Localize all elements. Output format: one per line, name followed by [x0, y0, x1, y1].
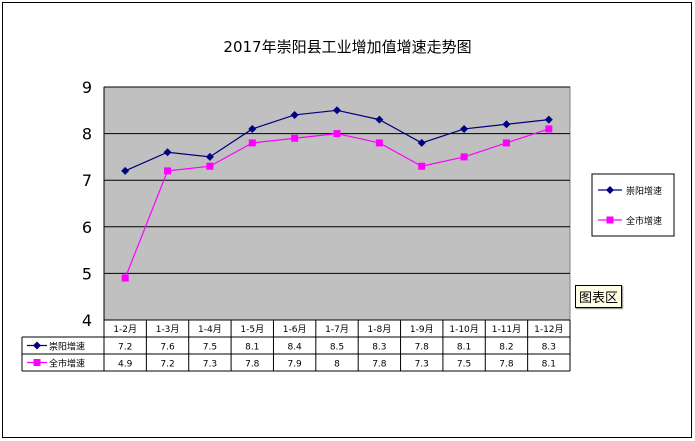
data-point-0: [502, 120, 511, 129]
data-label: 7.2: [118, 343, 132, 353]
data-label: 8.3: [542, 343, 556, 353]
data-point-0: [375, 115, 384, 124]
legend-marker-1: [606, 216, 614, 224]
x-tick-label: 1-9月: [410, 324, 434, 335]
table-series-name: 全市增速: [49, 358, 85, 370]
data-point-0: [121, 166, 130, 175]
data-point-0: [163, 148, 172, 157]
legend-marker-0: [606, 186, 614, 194]
data-point-1: [164, 167, 172, 175]
data-point-1: [545, 125, 553, 133]
x-tick-label: 1-10月: [449, 324, 478, 335]
data-label: 7.8: [245, 360, 260, 370]
data-label: 7.5: [457, 360, 471, 370]
data-point-0: [417, 138, 426, 147]
y-tick-label: 4: [82, 311, 92, 330]
table-legend-marker-0: [33, 341, 41, 350]
data-point-1: [502, 139, 510, 147]
x-tick-label: 1-8月: [368, 324, 392, 335]
data-label: 8.1: [457, 343, 471, 353]
data-point-1: [121, 274, 129, 282]
x-tick-label: 1-3月: [156, 324, 180, 335]
legend-entry: 全市增速: [626, 215, 662, 227]
data-point-1: [460, 153, 468, 161]
plot-area: [103, 86, 571, 321]
y-tick-label: 5: [82, 264, 92, 283]
legend: [591, 173, 675, 237]
chart-area-tooltip: 图表区: [575, 285, 623, 308]
data-label: 4.9: [118, 360, 133, 370]
data-label: 8: [334, 360, 340, 370]
x-tick-label: 1-4月: [198, 324, 222, 335]
data-label: 7.5: [203, 343, 217, 353]
data-point-1: [248, 139, 256, 147]
data-label: 7.8: [372, 360, 387, 370]
data-label: 7.3: [203, 360, 217, 370]
data-label: 7.6: [160, 343, 175, 353]
data-point-1: [333, 130, 341, 138]
data-label: 7.2: [160, 360, 174, 370]
data-label: 8.2: [499, 343, 513, 353]
data-point-0: [544, 115, 553, 124]
data-point-0: [290, 110, 299, 119]
data-label: 8.5: [330, 343, 344, 353]
data-label: 7.9: [287, 360, 302, 370]
table-legend-marker-1: [33, 359, 41, 366]
y-tick-label: 6: [82, 218, 92, 237]
x-tick-label: 1-5月: [240, 324, 264, 335]
data-point-0: [460, 124, 469, 133]
y-tick-label: 8: [82, 125, 92, 144]
data-label: 8.1: [245, 343, 259, 353]
data-point-1: [418, 162, 426, 170]
data-point-0: [333, 106, 341, 115]
data-point-0: [248, 124, 257, 133]
data-label: 8.3: [372, 343, 386, 353]
data-label: 7.3: [415, 360, 429, 370]
data-label: 7.8: [499, 360, 514, 370]
x-tick-label: 1-11月: [492, 324, 521, 335]
data-label: 7.8: [415, 343, 430, 353]
data-point-0: [205, 152, 214, 161]
table-series-name: 崇阳增速: [49, 341, 85, 353]
data-label: 8.4: [287, 343, 302, 353]
data-point-1: [206, 162, 214, 170]
data-point-1: [375, 139, 383, 147]
x-tick-label: 1-6月: [283, 324, 307, 335]
y-tick-label: 9: [82, 78, 92, 97]
legend-entry: 崇阳增速: [626, 185, 662, 197]
data-label: 8.1: [542, 360, 556, 370]
x-tick-label: 1-7月: [325, 324, 349, 335]
x-tick-label: 1-12月: [534, 324, 563, 335]
x-tick-label: 1-2月: [113, 324, 137, 335]
chart-title: 2017年崇阳县工业增加值增速走势图: [223, 38, 472, 56]
data-point-1: [291, 134, 299, 142]
y-tick-label: 7: [82, 171, 92, 190]
